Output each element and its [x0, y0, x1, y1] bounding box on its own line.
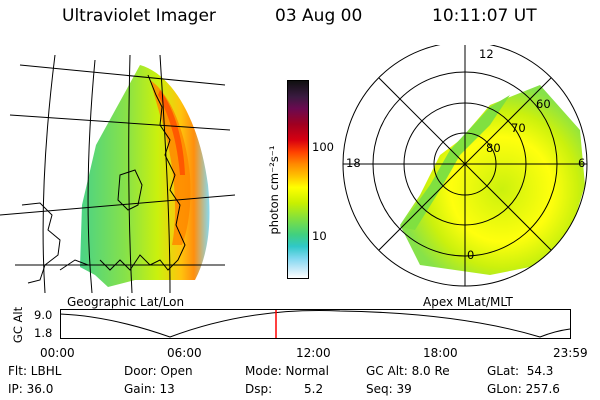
instrument-title: Ultraviolet Imager: [62, 6, 216, 26]
seq-label: Seq: 39: [366, 382, 412, 396]
mlt-label-0: 0: [467, 248, 475, 262]
alt-xtick-0000: 00:00: [40, 346, 75, 360]
date-label: 03 Aug 00: [275, 6, 363, 26]
gain-label: Gain: 13: [124, 382, 175, 396]
alt-ytick-1.8: 1.8: [34, 326, 53, 340]
alt-xtick-1200: 12:00: [296, 346, 331, 360]
alt-ytick-9: 9.0: [34, 308, 53, 322]
colorbar-tick-10: 10: [312, 229, 327, 243]
geographic-map: [0, 55, 235, 293]
mlat-label-80: 80: [486, 141, 501, 155]
mlt-label-18: 18: [346, 156, 361, 170]
mlt-label-12: 12: [479, 47, 494, 61]
filter-label: Flt: LBHL: [8, 364, 62, 378]
mode-label: Mode: Normal: [245, 364, 329, 378]
polar-panel-label: Apex MLat/MLT: [423, 295, 513, 309]
colorbar-tick-100: 100: [312, 140, 334, 154]
geo-panel-label: Geographic Lat/Lon: [67, 295, 185, 309]
mlt-label-6: 6: [578, 156, 586, 170]
polar-plot: [342, 45, 588, 287]
altitude-plot: [60, 309, 571, 339]
alt-xtick-1800: 18:00: [423, 346, 458, 360]
time-label: 10:11:07 UT: [432, 6, 537, 26]
colorbar: [287, 80, 309, 279]
gc-alt-label: GC Alt: 8.0 Re: [366, 364, 450, 378]
dsp-label: Dsp:: [245, 382, 273, 396]
mlat-label-60: 60: [536, 97, 551, 111]
glon-label: GLon: 257.6: [487, 382, 560, 396]
ip-label: IP: 36.0: [8, 382, 54, 396]
alt-xtick-2359: 23:59: [553, 346, 588, 360]
mlat-label-70: 70: [511, 121, 526, 135]
alt-xtick-0600: 06:00: [167, 346, 202, 360]
glat-label: GLat: 54.3: [487, 364, 554, 378]
alt-ylabel: GC Alt: [11, 306, 25, 344]
dsp-value: 5.2: [304, 382, 324, 396]
colorbar-unit: photon cm⁻²s⁻¹: [267, 145, 281, 235]
door-label: Door: Open: [124, 364, 193, 378]
